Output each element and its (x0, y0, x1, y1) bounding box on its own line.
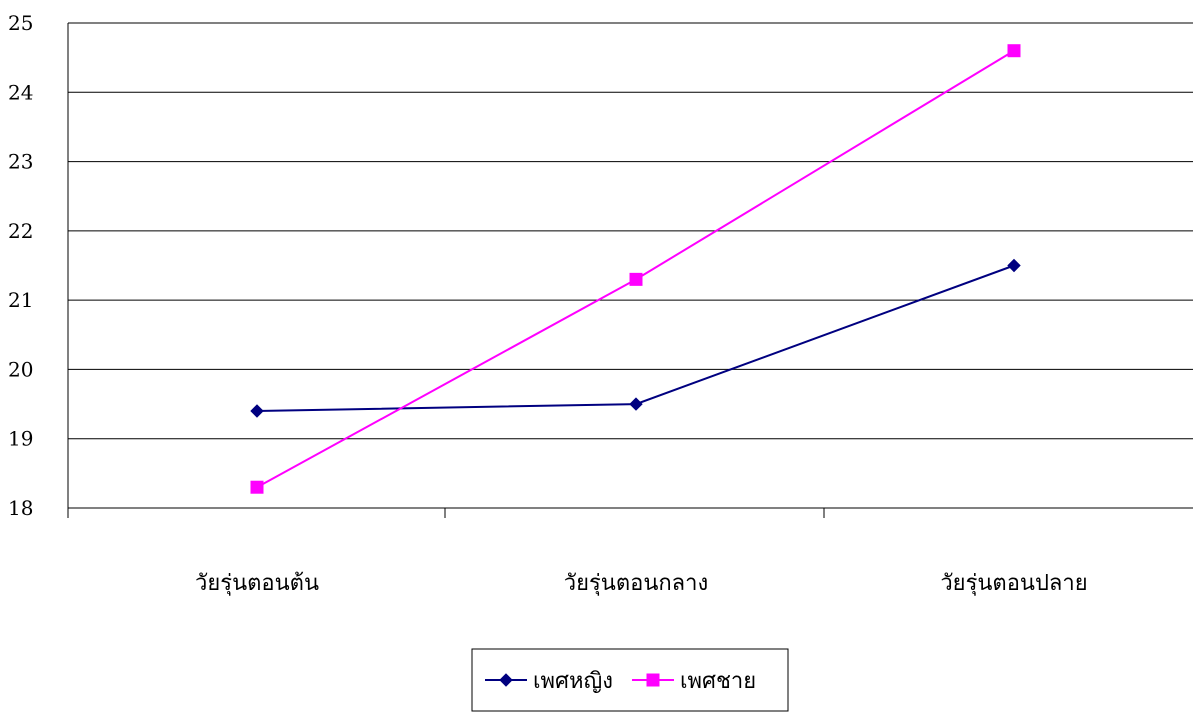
data-point (629, 272, 643, 286)
x-category-label: วัยรุ่นตอนกลาง (564, 571, 709, 596)
legend-marker (646, 673, 660, 687)
legend-entry: เพศหญิง (485, 669, 613, 694)
data-point (629, 397, 643, 411)
y-tick-label: 25 (8, 11, 33, 35)
series-layer (250, 44, 1021, 494)
y-tick-label: 22 (8, 219, 33, 243)
y-tick-label: 19 (8, 427, 33, 451)
x-category-label: วัยรุ่นตอนปลาย (940, 571, 1087, 596)
legend-label: เพศหญิง (533, 669, 613, 694)
data-point (1007, 44, 1021, 58)
series-1 (250, 258, 1021, 418)
y-tick-label: 20 (8, 357, 33, 381)
legend: เพศหญิง เพศชาย (471, 648, 789, 712)
x-axis-category-labels: วัยรุ่นตอนต้น วัยรุ่นตอนกลาง วัยรุ่นตอนปลา… (195, 571, 1088, 596)
x-category-label: วัยรุ่นตอนต้น (195, 571, 319, 596)
y-tick-label: 24 (8, 80, 33, 104)
legend-label: เพศชาย (680, 669, 756, 694)
series-2 (250, 44, 1021, 494)
gridlines (68, 22, 1193, 440)
series-line (256, 264, 1015, 412)
data-point (250, 480, 264, 494)
legend-marker (499, 673, 513, 687)
y-axis-tick-labels: 18 19 20 21 22 23 24 25 (8, 11, 33, 520)
y-tick-label: 21 (8, 288, 33, 312)
y-tick-label: 23 (8, 150, 33, 174)
series-line (256, 49, 1015, 489)
legend-entry: เพศชาย (632, 669, 756, 694)
axes (67, 23, 1193, 518)
data-point (250, 404, 264, 418)
y-tick-label: 18 (8, 496, 33, 520)
data-point (1007, 258, 1021, 273)
